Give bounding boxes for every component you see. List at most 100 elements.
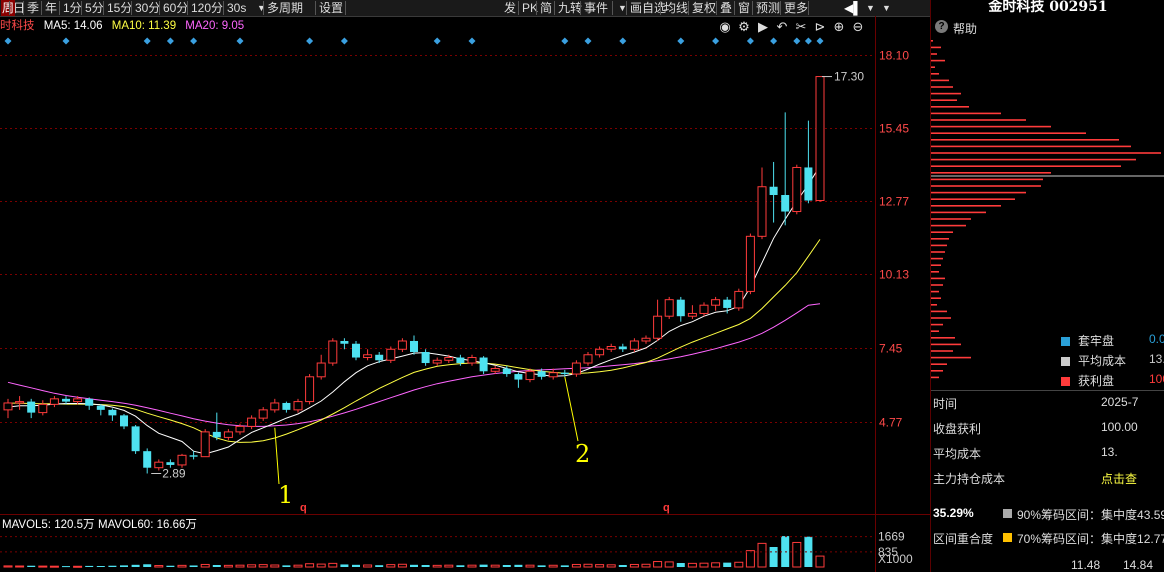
help-label[interactable]: 帮助 bbox=[953, 22, 978, 36]
toolbar-item-8[interactable]: 60分 bbox=[163, 1, 189, 15]
collapse-arrow-icon[interactable]: ◀▌ bbox=[844, 1, 862, 15]
toolbar-separator bbox=[536, 1, 537, 15]
cursor-icon[interactable]: ⊳ bbox=[814, 19, 826, 34]
toolbar-right-item-11[interactable]: 预测 bbox=[756, 1, 781, 15]
high-price-label: 17.30 bbox=[834, 70, 864, 84]
toolbar-right-item-3[interactable]: 九转 bbox=[558, 1, 583, 15]
volume-bar bbox=[131, 564, 140, 567]
toolbar-right-item-4[interactable]: 事件 bbox=[584, 1, 609, 15]
toolbar-item-12[interactable]: 设置 bbox=[319, 1, 344, 15]
signal-marker bbox=[236, 37, 244, 45]
signal-marker bbox=[770, 37, 778, 45]
candle-body bbox=[804, 167, 813, 201]
zoom-out-icon[interactable]: ⊖ bbox=[852, 19, 864, 34]
signal-marker bbox=[816, 37, 824, 45]
candle-body bbox=[258, 409, 268, 419]
candle-up bbox=[200, 429, 210, 458]
chip-bar bbox=[931, 356, 971, 359]
volume-bar bbox=[397, 563, 407, 568]
volume-bar bbox=[548, 564, 558, 568]
volume-bar bbox=[270, 564, 280, 568]
candle-body bbox=[223, 431, 233, 438]
toolbar-separator bbox=[103, 1, 104, 15]
candle-body bbox=[444, 357, 454, 361]
toolbar-right-item-9[interactable]: 叠 bbox=[720, 1, 733, 15]
chip-bar bbox=[931, 323, 943, 326]
kline-chart[interactable]: 18.10 15.45 12.77 10.13 7.45 4.77 17.30 2.89 1 2 q… bbox=[0, 16, 930, 572]
ma5-line bbox=[7, 165, 821, 455]
chevron-down-icon[interactable]: ▼ bbox=[866, 3, 875, 13]
chip-bar bbox=[931, 231, 953, 233]
help-icon[interactable]: ? bbox=[935, 20, 948, 33]
chevron-down-icon[interactable]: ▼ bbox=[618, 3, 627, 13]
wave2-pointer bbox=[564, 376, 579, 442]
toolbar-item-1[interactable]: 日 bbox=[13, 1, 26, 15]
candle-up bbox=[270, 398, 280, 413]
candle-up bbox=[15, 396, 25, 410]
volume-bar bbox=[421, 565, 430, 567]
toolbar-item-6[interactable]: 15分 bbox=[107, 1, 133, 15]
toolbar-right-item-10[interactable]: 窗 bbox=[738, 1, 751, 15]
candle-down bbox=[282, 401, 291, 413]
chip-bar bbox=[931, 205, 1001, 207]
toolbar-right-item-6[interactable]: 画自选 bbox=[630, 1, 667, 15]
scissors-icon[interactable]: ✂ bbox=[795, 19, 807, 34]
ma10-legend: MA10: 11.39 bbox=[111, 20, 177, 32]
candle-up bbox=[629, 338, 639, 353]
candle-body bbox=[363, 354, 373, 359]
toolbar-item-10[interactable]: 30s bbox=[227, 1, 247, 15]
toolbar-right-item-1[interactable]: PK bbox=[522, 1, 539, 15]
candle-body bbox=[131, 426, 140, 452]
candle-body bbox=[641, 337, 651, 342]
toolbar-right-item-7[interactable]: 均线 bbox=[664, 1, 689, 15]
volume-bar bbox=[514, 564, 523, 567]
candle-body bbox=[38, 403, 48, 414]
undo-icon[interactable]: ↶ bbox=[776, 19, 788, 34]
chevron-down-icon[interactable]: ▼ bbox=[257, 3, 266, 13]
candle-down bbox=[85, 397, 94, 410]
gear-icon[interactable]: ⚙ bbox=[738, 19, 750, 34]
candle-body bbox=[85, 398, 94, 406]
signal-marker bbox=[190, 37, 198, 45]
volume-bar bbox=[223, 564, 233, 568]
play-icon[interactable]: ▶ bbox=[758, 19, 768, 34]
volume-bar bbox=[618, 565, 627, 567]
q-marker: q bbox=[300, 502, 307, 514]
eye-icon[interactable]: ◉ bbox=[719, 19, 731, 34]
toolbar-item-9[interactable]: 120分 bbox=[191, 1, 224, 15]
toolbar-right-item-12[interactable]: 更多 bbox=[784, 1, 809, 15]
toolbar-item-5[interactable]: 5分 bbox=[85, 1, 104, 15]
toolbar-item-7[interactable]: 30分 bbox=[135, 1, 161, 15]
chip-bar bbox=[931, 337, 955, 339]
volume-bar bbox=[49, 565, 59, 568]
chip-distribution-panel: 金时科技 002951 ? 帮助 套牢盘 0.00 平均成本 13. 获利盘 100.00… bbox=[930, 0, 1164, 572]
toolbar-item-4[interactable]: 1分 bbox=[63, 1, 82, 15]
candle-up bbox=[699, 302, 709, 317]
toolbar-item-0[interactable]: 周 bbox=[1, 0, 16, 16]
volume-bar bbox=[282, 565, 291, 567]
chip-bar bbox=[931, 112, 1001, 115]
toolbar-item-2[interactable]: 季 bbox=[27, 1, 40, 15]
stat-value: 2025-7 bbox=[1101, 395, 1139, 409]
toolbar-right-item-0[interactable]: 发 bbox=[504, 1, 517, 15]
volume-tick-label: 1669 bbox=[878, 530, 905, 544]
toolbar-separator bbox=[263, 1, 264, 15]
chip-bar bbox=[931, 92, 961, 95]
toolbar-item-3[interactable]: 年 bbox=[45, 1, 58, 15]
price-tick-label: 12.77 bbox=[879, 195, 909, 209]
main-cost-link[interactable]: 点击查 bbox=[1101, 472, 1138, 486]
chip-bar bbox=[931, 198, 1015, 200]
toolbar-right-item-2[interactable]: 简 bbox=[540, 1, 553, 15]
toolbar-item-11[interactable]: 多周期 bbox=[267, 1, 304, 15]
toolbar-separator bbox=[81, 1, 82, 15]
zoom-in-icon[interactable]: ⊕ bbox=[833, 19, 845, 34]
chip-bar bbox=[931, 86, 953, 88]
volume-bar bbox=[258, 564, 268, 568]
chip-bar bbox=[931, 343, 961, 346]
toolbar-right-item-8[interactable]: 复权 bbox=[692, 1, 717, 15]
volume-bar bbox=[432, 564, 442, 568]
toolbar-separator bbox=[734, 1, 735, 15]
candle-body bbox=[108, 409, 117, 416]
volume-bar bbox=[96, 566, 105, 567]
chevron-down-icon[interactable]: ▼ bbox=[882, 3, 891, 13]
